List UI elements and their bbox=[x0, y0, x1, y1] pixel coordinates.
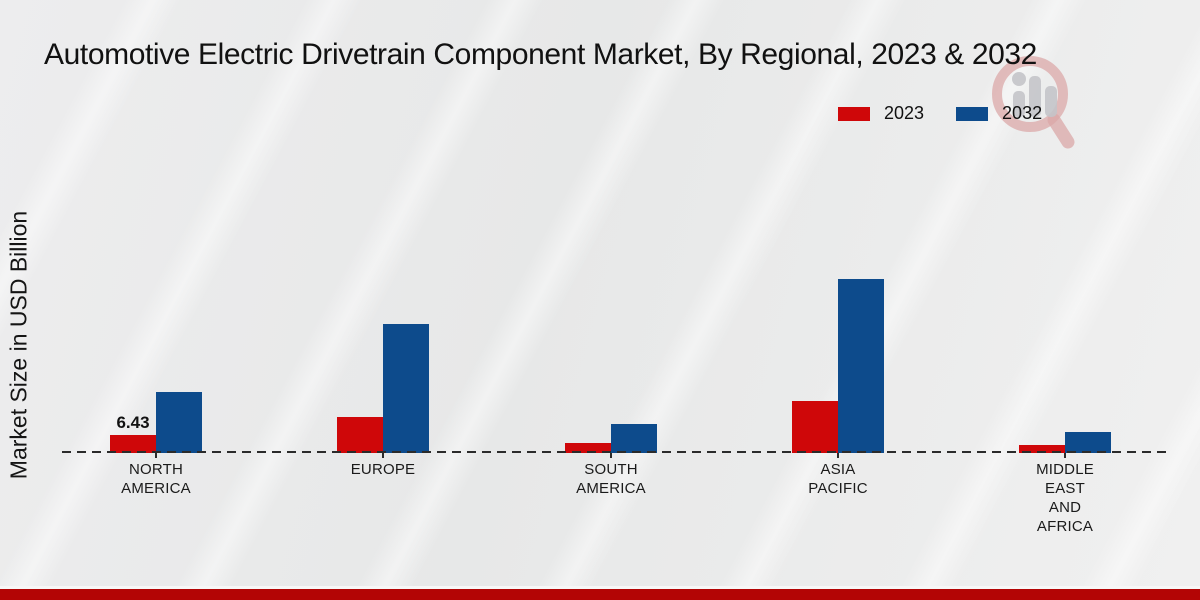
category-label-asia-pacific: ASIA PACIFIC bbox=[808, 461, 868, 497]
axis-tick-north-america bbox=[155, 453, 157, 458]
bar-2023-north-america bbox=[110, 435, 156, 453]
bar-value-label-2023-north-america: 6.43 bbox=[116, 413, 150, 432]
footer-stripe bbox=[0, 589, 1200, 600]
axis-tick-europe bbox=[382, 453, 384, 458]
legend-item-2032: 2032 bbox=[956, 103, 1042, 124]
legend: 2023 2032 bbox=[838, 103, 1042, 124]
bar-2032-asia-pacific bbox=[838, 279, 884, 453]
x-axis-baseline bbox=[62, 451, 1168, 453]
legend-swatch-2032 bbox=[956, 106, 989, 121]
bar-2023-asia-pacific bbox=[792, 401, 838, 453]
bar-2032-north-america bbox=[156, 392, 202, 453]
axis-tick-asia-pacific bbox=[837, 453, 839, 458]
chart-title: Automotive Electric Drivetrain Component… bbox=[44, 38, 1037, 71]
footer-highlight-line bbox=[0, 586, 1200, 589]
axis-tick-middle-east-and-africa bbox=[1064, 453, 1066, 458]
bar-2023-europe bbox=[337, 417, 383, 453]
watermark-logo bbox=[992, 56, 1075, 149]
category-label-south-america: SOUTH AMERICA bbox=[576, 461, 646, 497]
legend-item-2023: 2023 bbox=[838, 103, 924, 124]
legend-swatch-2023 bbox=[838, 106, 870, 121]
category-label-middle-east-and-africa: MIDDLE EAST AND AFRICA bbox=[1036, 461, 1094, 535]
legend-label-2032: 2032 bbox=[1002, 103, 1043, 123]
bar-2032-middle-east-and-africa bbox=[1065, 432, 1111, 453]
axis-tick-south-america bbox=[610, 453, 612, 458]
category-label-north-america: NORTH AMERICA bbox=[121, 461, 191, 497]
category-label-europe: EUROPE bbox=[350, 461, 416, 478]
bar-2023-south-america bbox=[565, 443, 611, 453]
legend-label-2023: 2023 bbox=[884, 103, 925, 123]
bar-2023-middle-east-and-africa bbox=[1019, 445, 1065, 453]
bar-2032-europe bbox=[383, 324, 429, 453]
bar-2032-south-america bbox=[611, 424, 657, 453]
